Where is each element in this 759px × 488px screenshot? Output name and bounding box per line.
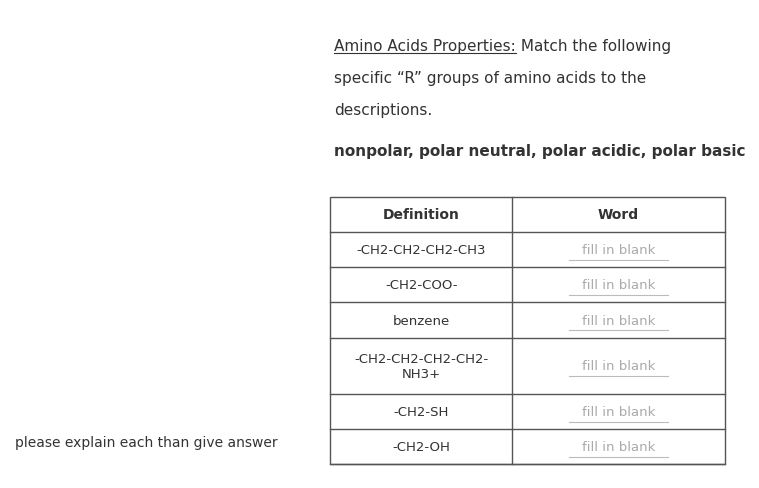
Text: Definition: Definition bbox=[383, 208, 460, 222]
Text: fill in blank: fill in blank bbox=[582, 405, 655, 418]
Text: fill in blank: fill in blank bbox=[582, 360, 655, 372]
Text: Match the following: Match the following bbox=[515, 39, 671, 54]
Bar bbox=[330, 198, 725, 465]
Text: fill in blank: fill in blank bbox=[582, 314, 655, 327]
Text: -CH2-COO-: -CH2-COO- bbox=[385, 279, 458, 292]
Text: specific “R” groups of amino acids to the: specific “R” groups of amino acids to th… bbox=[334, 71, 646, 86]
Text: Word: Word bbox=[598, 208, 639, 222]
Text: -CH2-OH: -CH2-OH bbox=[392, 440, 450, 453]
Text: -CH2-SH: -CH2-SH bbox=[394, 405, 449, 418]
Text: fill in blank: fill in blank bbox=[582, 244, 655, 257]
Text: Amino Acids Properties:: Amino Acids Properties: bbox=[334, 39, 515, 54]
Text: please explain each than give answer: please explain each than give answer bbox=[15, 435, 278, 449]
Text: benzene: benzene bbox=[392, 314, 450, 327]
Text: fill in blank: fill in blank bbox=[582, 440, 655, 453]
Text: -CH2-CH2-CH2-CH3: -CH2-CH2-CH2-CH3 bbox=[357, 244, 486, 257]
Text: nonpolar, polar neutral, polar acidic, polar basic: nonpolar, polar neutral, polar acidic, p… bbox=[334, 143, 745, 159]
Text: fill in blank: fill in blank bbox=[582, 279, 655, 292]
Text: -CH2-CH2-CH2-CH2-
NH3+: -CH2-CH2-CH2-CH2- NH3+ bbox=[354, 352, 488, 380]
Text: descriptions.: descriptions. bbox=[334, 102, 432, 118]
